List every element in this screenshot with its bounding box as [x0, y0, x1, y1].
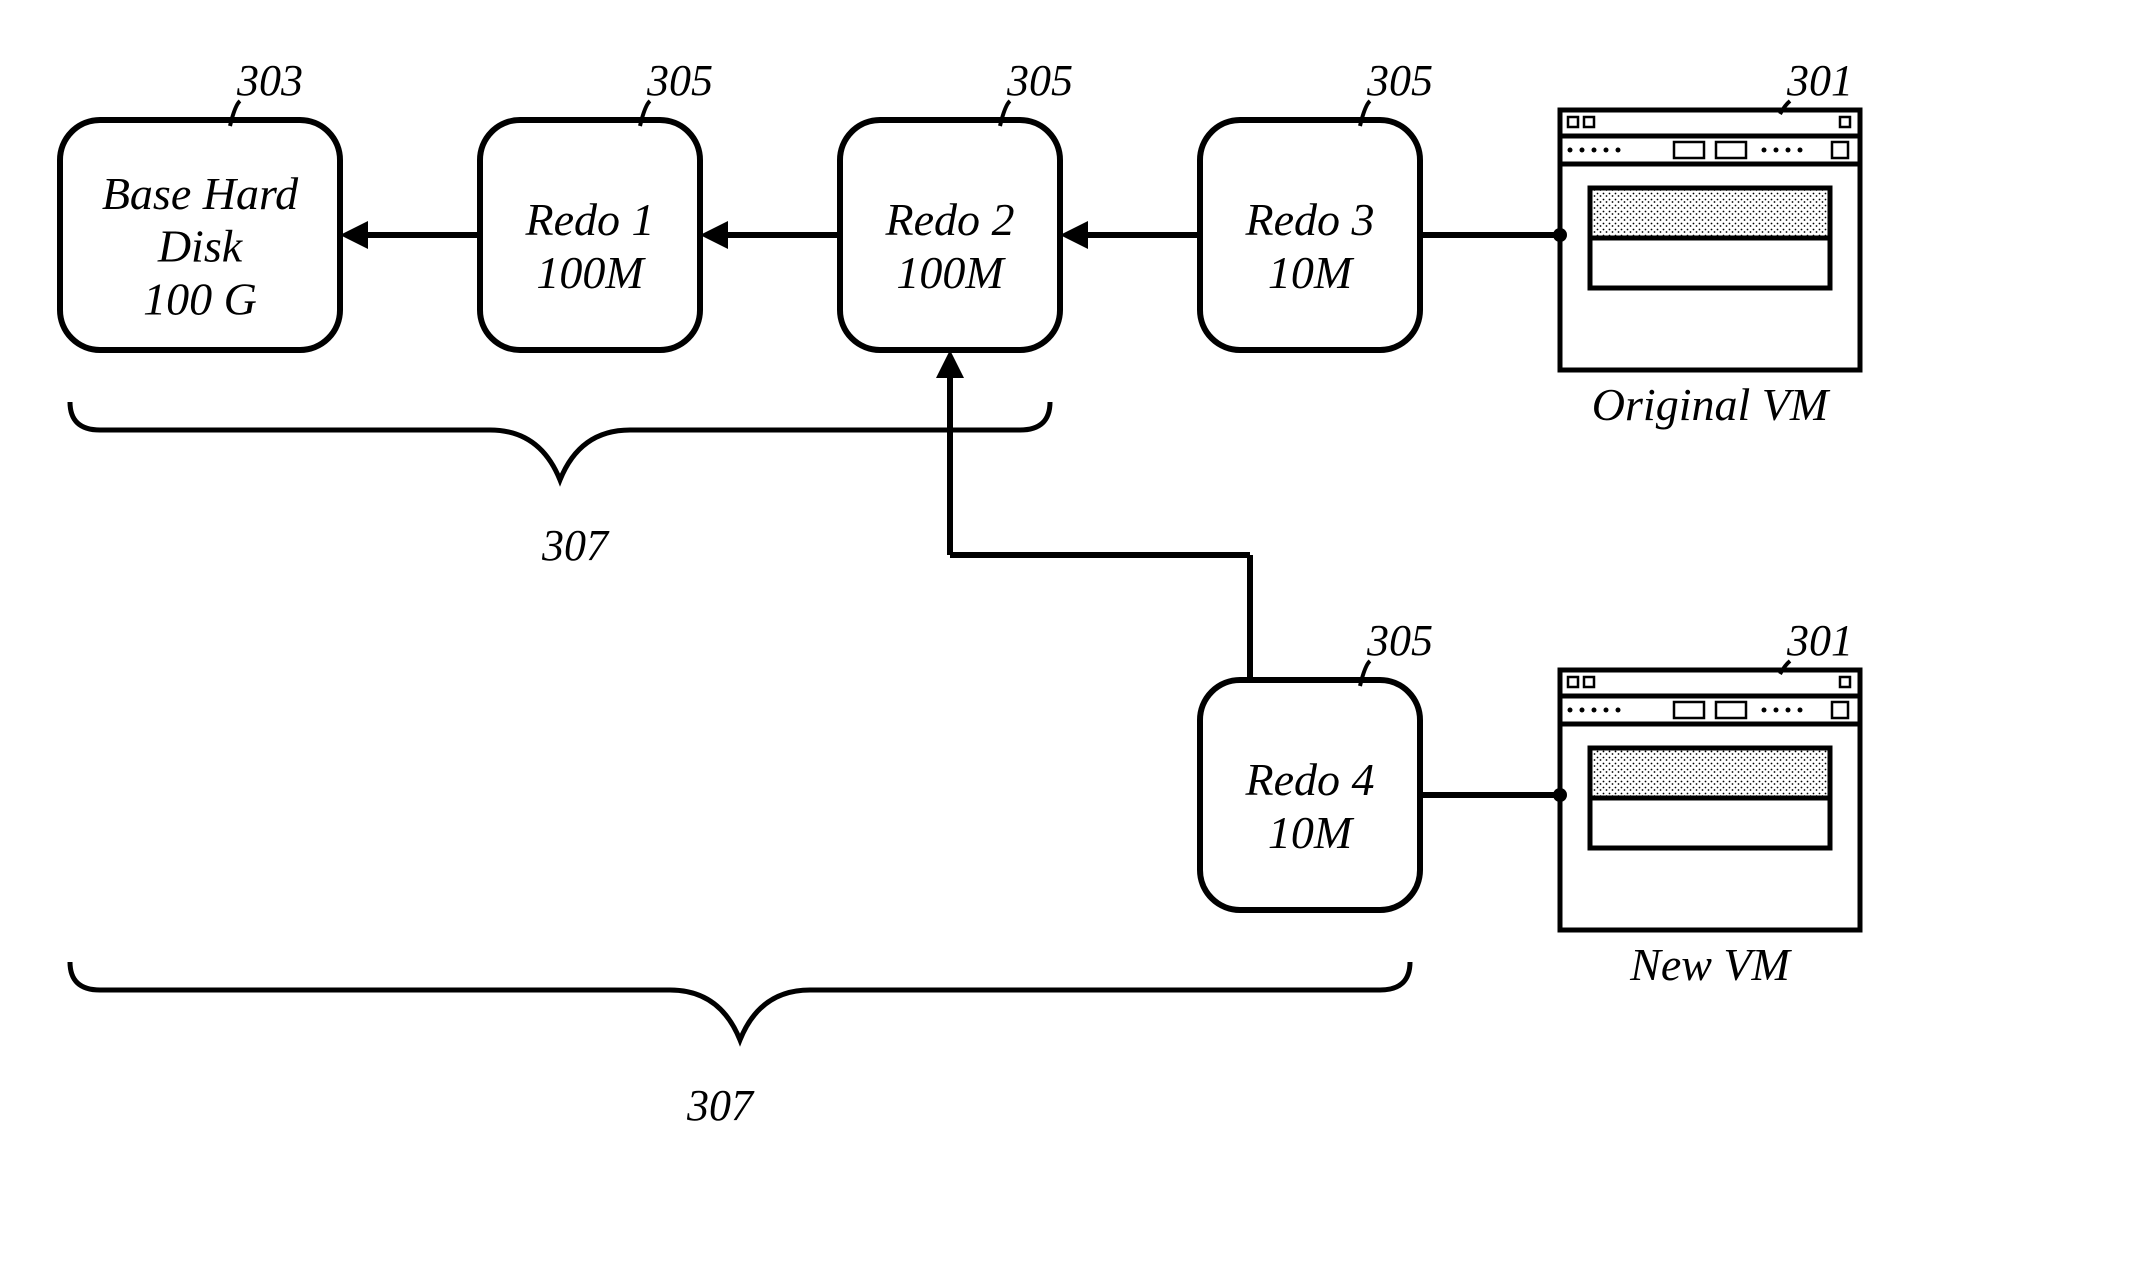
- box-base-hard-disk: Base HardDisk100 G: [60, 120, 340, 350]
- svg-text:10M: 10M: [1268, 247, 1355, 298]
- svg-text:301: 301: [1786, 56, 1853, 105]
- vm-original: Original VM: [1560, 110, 1860, 430]
- svg-text:305: 305: [1366, 616, 1433, 665]
- svg-text:305: 305: [1006, 56, 1073, 105]
- box-redo-1: Redo 1100M: [480, 120, 700, 350]
- svg-text:Redo 2: Redo 2: [884, 194, 1014, 245]
- svg-text:Redo 3: Redo 3: [1244, 194, 1374, 245]
- svg-text:303: 303: [236, 56, 303, 105]
- box-redo-2: Redo 2100M: [840, 120, 1060, 350]
- svg-text:Original VM: Original VM: [1592, 379, 1831, 430]
- svg-text:305: 305: [1366, 56, 1433, 105]
- svg-text:New VM: New VM: [1629, 939, 1792, 990]
- brace-lower: 307: [70, 962, 1410, 1130]
- svg-text:307: 307: [541, 521, 610, 570]
- svg-text:Redo 4: Redo 4: [1244, 754, 1374, 805]
- svg-text:301: 301: [1786, 616, 1853, 665]
- vm-new: New VM: [1560, 670, 1860, 990]
- box-redo-4: Redo 410M: [1200, 680, 1420, 910]
- svg-text:305: 305: [646, 56, 713, 105]
- brace-upper: 307: [70, 402, 1050, 570]
- svg-text:10M: 10M: [1268, 807, 1355, 858]
- svg-text:100 G: 100 G: [143, 274, 257, 325]
- box-redo-3: Redo 310M: [1200, 120, 1420, 350]
- svg-text:Base Hard: Base Hard: [102, 168, 299, 219]
- svg-text:100M: 100M: [536, 247, 646, 298]
- svg-text:Disk: Disk: [157, 221, 244, 272]
- svg-text:100M: 100M: [896, 247, 1006, 298]
- svg-text:Redo 1: Redo 1: [524, 194, 654, 245]
- svg-text:307: 307: [686, 1081, 755, 1130]
